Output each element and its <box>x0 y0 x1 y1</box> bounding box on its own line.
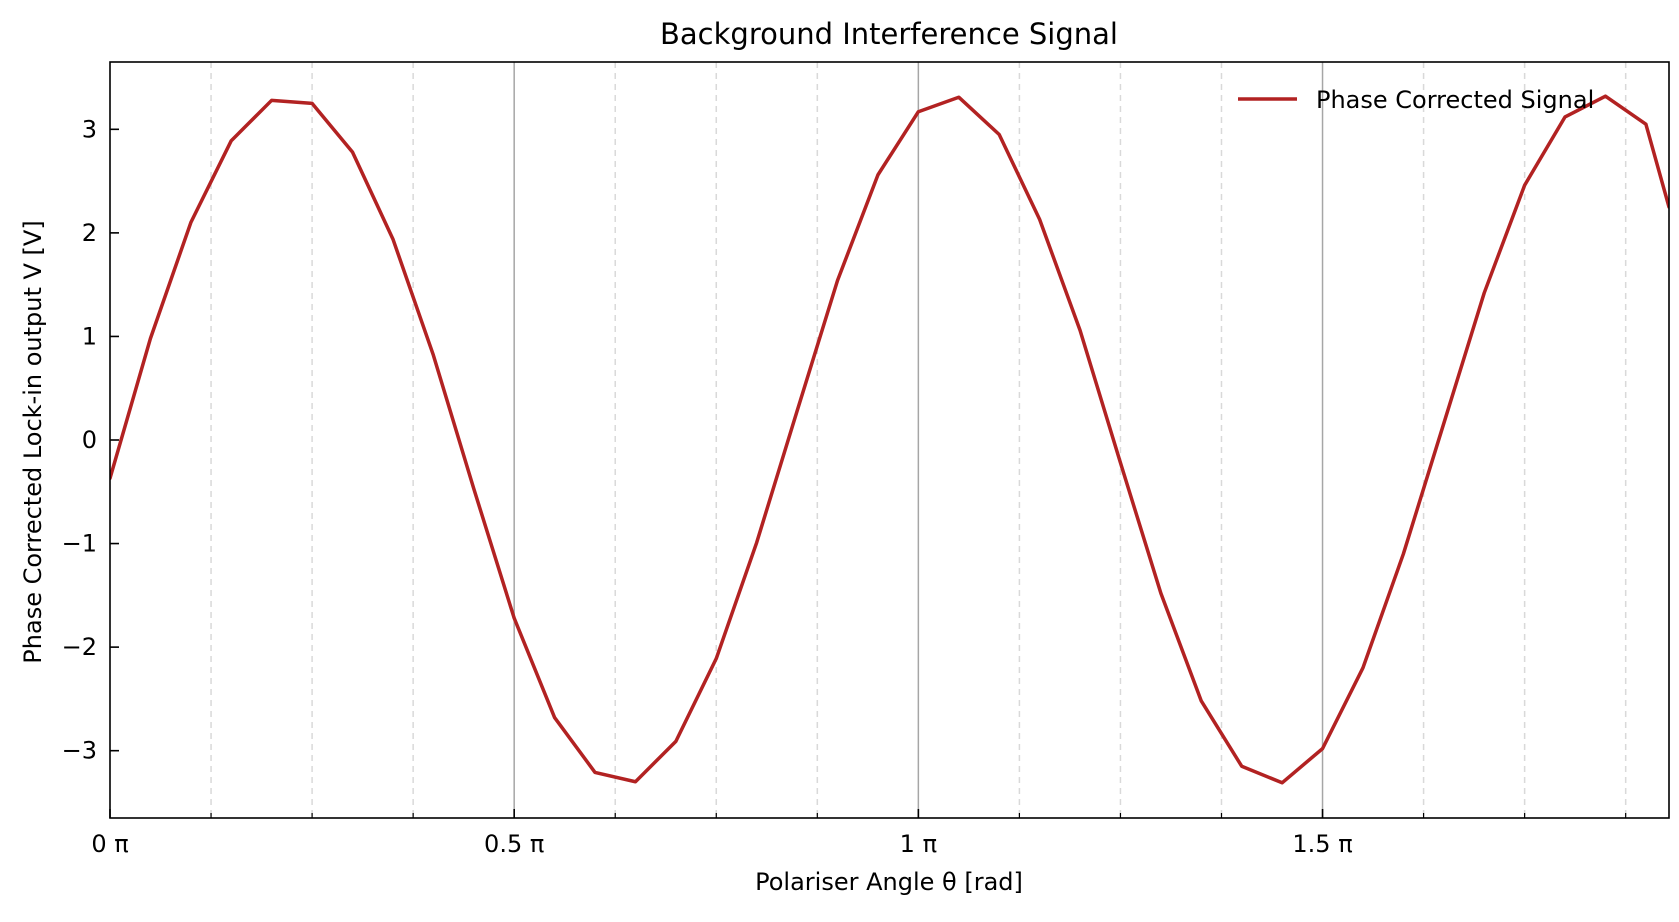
chart-title: Background Interference Signal <box>660 17 1118 51</box>
x-tick-label: 1.5 π <box>1292 830 1352 858</box>
axes-layer <box>109 61 1670 819</box>
grid-layer <box>210 62 1627 818</box>
x-tick-label: 0 π <box>91 830 128 858</box>
y-tick-label: 2 <box>82 219 97 247</box>
y-tick-label: −3 <box>62 737 97 765</box>
y-tick-label: −1 <box>62 530 97 558</box>
legend: Phase Corrected Signal <box>1238 86 1594 114</box>
y-tick-label: 1 <box>82 322 97 350</box>
x-axis-title: Polariser Angle θ [rad] <box>755 868 1023 896</box>
legend-label-phase-corrected-signal: Phase Corrected Signal <box>1316 86 1594 114</box>
plot-frame <box>109 61 1670 819</box>
y-axis-title: Phase Corrected Lock-in output V [V] <box>19 220 47 663</box>
y-tick-label: 0 <box>82 426 97 454</box>
x-tick-label: 1 π <box>900 830 937 858</box>
y-tick-label: −2 <box>62 633 97 661</box>
y-tick-label: 3 <box>82 115 97 143</box>
series-layer <box>110 94 1669 785</box>
x-tick-label: 0.5 π <box>484 830 544 858</box>
series-line-phase-corrected-signal <box>110 94 1669 785</box>
labels-layer: 3 2 1 0 −1 −2 −3 0 π 0.5 π 1 π 1.5 π <box>62 115 1353 858</box>
